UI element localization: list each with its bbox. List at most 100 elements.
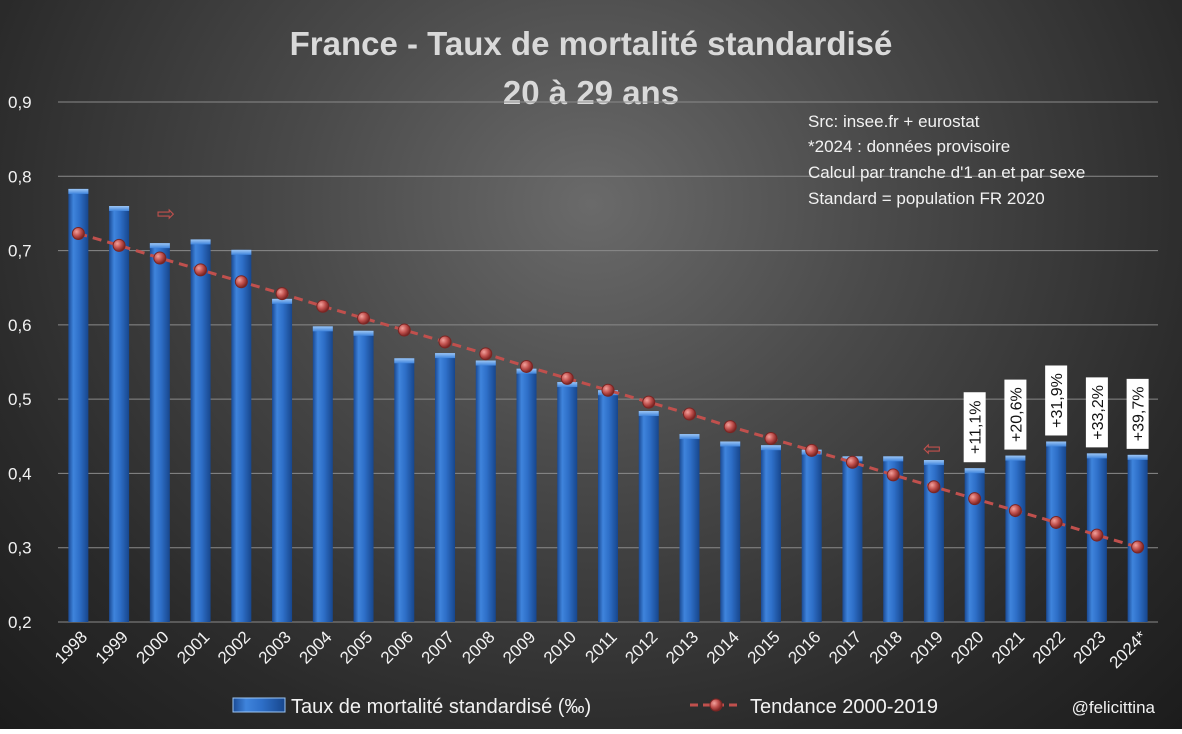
- x-tick-label: 2015: [744, 627, 784, 667]
- arrow-marker: ⇨: [157, 201, 175, 226]
- x-tick-label: 2014: [703, 627, 743, 667]
- trend-point-2000: [153, 251, 167, 265]
- x-tick-label: 2007: [418, 627, 458, 667]
- x-tick-label: 2005: [336, 627, 376, 667]
- trend-point-2017: [845, 455, 859, 469]
- bar-body: [475, 360, 496, 622]
- bar-cap: [1046, 441, 1067, 447]
- x-tick-label: 2006: [377, 627, 417, 667]
- trend-point-2003: [275, 287, 289, 301]
- bar-2008: [475, 360, 496, 622]
- trend-point-2014: [723, 420, 737, 434]
- pct-annotation-2023: +33,2%: [1085, 377, 1108, 448]
- bar-1999: [109, 206, 130, 622]
- bar-body: [312, 326, 333, 622]
- bar-body: [679, 434, 700, 622]
- annotation-box: [1126, 378, 1149, 449]
- bar-body: [720, 441, 741, 622]
- bar-cap: [231, 249, 252, 255]
- bar-2018: [883, 456, 904, 622]
- legend-line-label: Tendance 2000-2019: [750, 696, 938, 718]
- y-tick-label: 0,9: [8, 93, 32, 112]
- bar-2017: [842, 456, 863, 622]
- x-tick-label: 2010: [540, 627, 580, 667]
- x-tick-label: 2013: [662, 627, 702, 667]
- bar-2003: [272, 298, 293, 622]
- legend-line-marker: [709, 698, 723, 712]
- bar-body: [801, 449, 822, 622]
- trend-point-2020: [968, 492, 982, 506]
- x-tick-label: 2018: [866, 627, 906, 667]
- bar-2020: [964, 468, 985, 622]
- bar-2013: [679, 434, 700, 622]
- arrow-marker: ⇦: [923, 436, 941, 461]
- x-tick-label: 2008: [458, 627, 498, 667]
- bar-body: [883, 456, 904, 622]
- trend-point-2004: [316, 299, 330, 313]
- annotation-text: +31,9%: [1049, 373, 1066, 428]
- x-tick-label: 2021: [988, 627, 1028, 667]
- annotation-box: [1004, 379, 1027, 450]
- bar-2012: [638, 411, 659, 622]
- trend-point-2005: [357, 311, 371, 325]
- trend-point-2009: [520, 359, 534, 373]
- author-credit: @felicittina: [1072, 698, 1156, 717]
- trend-point-2019: [927, 480, 941, 494]
- x-tick-label: 2011: [582, 627, 621, 666]
- trend-point-2022: [1049, 515, 1063, 529]
- bar-cap: [638, 411, 659, 417]
- bar-2002: [231, 249, 252, 623]
- legend-bar-swatch: [232, 697, 286, 713]
- trend-point-2021: [1008, 504, 1022, 518]
- note-source: Src: insee.fr + eurostat: [808, 112, 980, 131]
- bar-2010: [557, 382, 578, 622]
- chart-title-line1: France - Taux de mortalité standardisé: [290, 25, 893, 62]
- note-method: Calcul par tranche d'1 an et par sexe: [808, 163, 1085, 182]
- bar-2004: [312, 326, 333, 622]
- trend-point-2010: [560, 371, 574, 385]
- trend-point-2006: [397, 323, 411, 337]
- y-tick-label: 0,4: [8, 464, 32, 483]
- bar-2011: [598, 390, 618, 622]
- x-tick-label: 2020: [947, 627, 987, 667]
- bars: [68, 188, 1148, 623]
- x-tick-label: 1998: [51, 627, 91, 667]
- bar-body: [1005, 455, 1026, 622]
- bar-cap: [394, 358, 415, 364]
- x-tick-label: 1999: [92, 627, 132, 667]
- bar-body: [516, 368, 537, 622]
- pct-annotation-2021: +20,6%: [1004, 379, 1027, 450]
- bar-cap: [149, 243, 170, 249]
- trend-point-2011: [601, 383, 615, 397]
- x-tick-label: 2003: [255, 627, 295, 667]
- x-tick-label: 2004: [295, 627, 335, 667]
- bar-body: [272, 298, 293, 622]
- trend-line: [71, 226, 1145, 554]
- bar-2005: [353, 330, 374, 622]
- x-tick-label: 2024*: [1106, 627, 1151, 672]
- note-provisional: *2024 : données provisoire: [808, 137, 1010, 156]
- trend-point-2002: [234, 275, 248, 289]
- bar-cap: [964, 468, 985, 474]
- bar-body: [964, 468, 985, 622]
- trend-point-2007: [438, 335, 452, 349]
- bar-cap: [1127, 454, 1148, 460]
- annotation-text: +39,7%: [1131, 386, 1148, 441]
- trend-point-2008: [479, 347, 493, 361]
- bar-cap: [923, 460, 944, 466]
- bar-2000: [149, 243, 170, 622]
- x-tick-label: 2019: [907, 627, 947, 667]
- bar-cap: [272, 298, 293, 304]
- bar-cap: [190, 239, 211, 245]
- legend-bar-label: Taux de mortalité standardisé (‰): [291, 696, 591, 718]
- trend-point-2013: [682, 407, 696, 421]
- bar-body: [353, 330, 374, 622]
- pct-annotations: +11,1% +20,6% +31,9% +33,2% +39,7%: [963, 365, 1149, 463]
- bar-body: [923, 460, 944, 622]
- bar-cap: [68, 188, 89, 194]
- bar-cap: [760, 445, 781, 451]
- bar-2001: [190, 239, 211, 622]
- bar-cap: [883, 456, 904, 462]
- pct-annotation-2022: +31,9%: [1045, 365, 1068, 436]
